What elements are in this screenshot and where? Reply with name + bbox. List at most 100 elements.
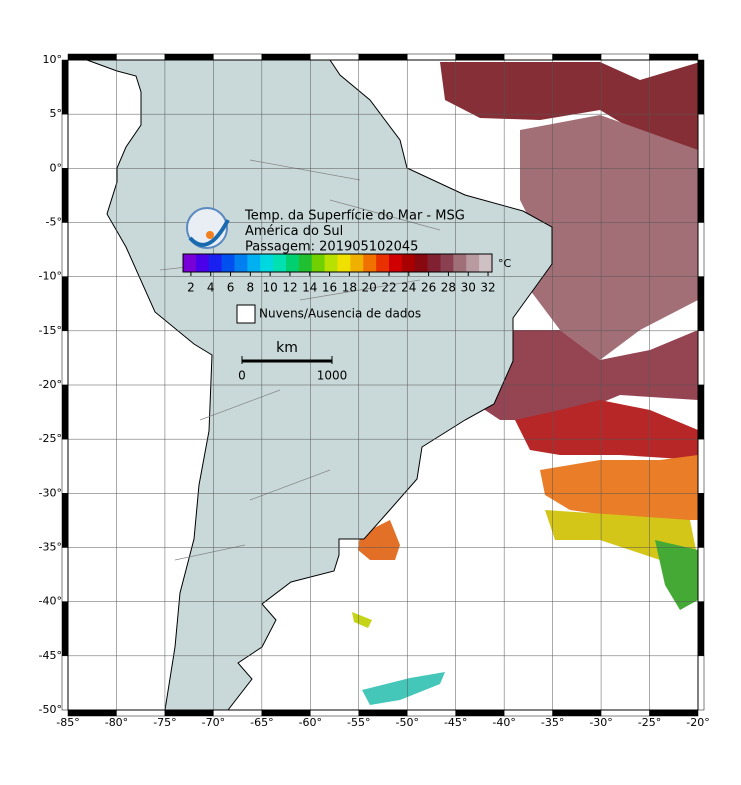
frame-band xyxy=(600,709,650,717)
x-tick-label: -35° xyxy=(541,716,564,729)
sst-patch xyxy=(362,672,445,705)
colorbar-tick-label: 20 xyxy=(362,281,377,295)
colorbar-cell xyxy=(401,254,416,272)
frame-band xyxy=(697,59,705,115)
frame-band xyxy=(67,709,117,717)
y-tick-label: -20° xyxy=(39,378,62,391)
colorbar-tick-label: 12 xyxy=(282,281,297,295)
colorbar-cell xyxy=(311,254,325,272)
sst-patch xyxy=(515,400,698,460)
y-tick-label: -35° xyxy=(39,541,62,554)
inpe-logo-arc xyxy=(188,219,230,247)
y-tick-label: 0° xyxy=(50,161,63,174)
x-tick-label: -65° xyxy=(250,716,273,729)
colorbar-tick-label: 14 xyxy=(302,281,317,295)
frame-band xyxy=(61,330,69,386)
frame-band xyxy=(697,384,705,440)
colorbar-tick-label: 30 xyxy=(461,281,476,295)
frame-band xyxy=(164,709,214,717)
frame-band xyxy=(455,709,505,717)
frame-band xyxy=(697,168,705,223)
frame-band xyxy=(213,709,263,717)
colorbar-tick-label: 8 xyxy=(247,281,255,295)
frame-band xyxy=(649,709,699,717)
frame-band xyxy=(164,53,214,61)
frame-band xyxy=(261,709,311,717)
sst-patches xyxy=(330,62,700,705)
y-tick-label: -50° xyxy=(39,703,62,716)
x-tick-label: -20° xyxy=(686,716,709,729)
colorbar-cell xyxy=(208,254,222,272)
colorbar-tick-label: 28 xyxy=(441,281,456,295)
inpe-logo-dot xyxy=(206,231,214,239)
frame-band xyxy=(358,53,408,61)
frame-band xyxy=(455,53,505,61)
sst-patch xyxy=(655,540,698,610)
frame-band xyxy=(61,601,69,657)
frame-band xyxy=(116,709,166,717)
y-tick-label: -5° xyxy=(46,216,62,229)
frame-band xyxy=(61,113,69,169)
colorbar-tick-label: 24 xyxy=(401,281,416,295)
x-tick-label: -60° xyxy=(299,716,322,729)
colorbar-cell xyxy=(273,254,287,272)
colorbar-tick-label: 6 xyxy=(227,281,235,295)
x-tick-label: -45° xyxy=(444,716,467,729)
frame-band xyxy=(503,709,553,717)
colorbar-cell xyxy=(183,254,197,272)
frame-band xyxy=(600,53,650,61)
sst-patch xyxy=(540,455,698,520)
x-tick-label: -75° xyxy=(153,716,176,729)
colorbar-cell xyxy=(440,254,454,272)
frame-band xyxy=(61,438,69,494)
frame-band xyxy=(649,53,699,61)
colorbar-cell xyxy=(195,254,210,272)
sst-patch xyxy=(545,510,698,580)
frame-band xyxy=(61,493,69,548)
frame-band xyxy=(116,53,166,61)
sst-patch xyxy=(470,330,698,420)
frame-band xyxy=(697,547,705,602)
frame-band xyxy=(61,276,69,332)
sst-patch xyxy=(520,115,698,360)
colorbar-border xyxy=(182,253,493,273)
frame-band xyxy=(552,709,602,717)
frame-band xyxy=(697,438,705,494)
scale-unit: km xyxy=(276,340,298,356)
colorbar-unit: °C xyxy=(498,257,512,270)
colorbar-cell xyxy=(298,254,313,272)
scale-bar xyxy=(242,359,332,363)
colorbar-cell xyxy=(247,254,261,272)
y-tick-label: -10° xyxy=(39,270,62,283)
colorbar-cell xyxy=(466,254,480,272)
frame-band xyxy=(697,330,705,386)
colorbar-cell xyxy=(260,254,274,272)
frame-band xyxy=(697,655,705,711)
frame-band xyxy=(697,601,705,657)
colorbar-cell xyxy=(337,254,351,272)
frame-band xyxy=(61,547,69,602)
frame-band xyxy=(310,53,360,61)
frame-band xyxy=(67,53,117,61)
x-tick-label: -30° xyxy=(589,716,612,729)
frame-band xyxy=(61,655,69,711)
colorbar-cell xyxy=(350,254,364,272)
legend-title-line: América do Sul xyxy=(245,224,343,239)
sst-patch xyxy=(358,520,400,560)
frame-band xyxy=(697,493,705,548)
y-tick-label: -30° xyxy=(39,486,62,499)
colorbar-cell xyxy=(363,254,377,272)
colorbar-cell xyxy=(324,254,338,272)
y-tick-label: -15° xyxy=(39,324,62,337)
no-data-label: Nuvens/Ausencia de dados xyxy=(259,307,421,321)
frame-band xyxy=(503,53,553,61)
frame-band xyxy=(406,709,456,717)
legend: Nuvens/Ausencia de dados km °C Temp. da … xyxy=(182,207,512,383)
legend-title-line: Temp. da Superfície do Mar - MSG xyxy=(244,209,465,224)
x-tick-label: -55° xyxy=(347,716,370,729)
frame-band xyxy=(552,53,602,61)
x-tick-label: -50° xyxy=(395,716,418,729)
colorbar-cell xyxy=(414,254,428,272)
frame-band xyxy=(358,709,408,717)
